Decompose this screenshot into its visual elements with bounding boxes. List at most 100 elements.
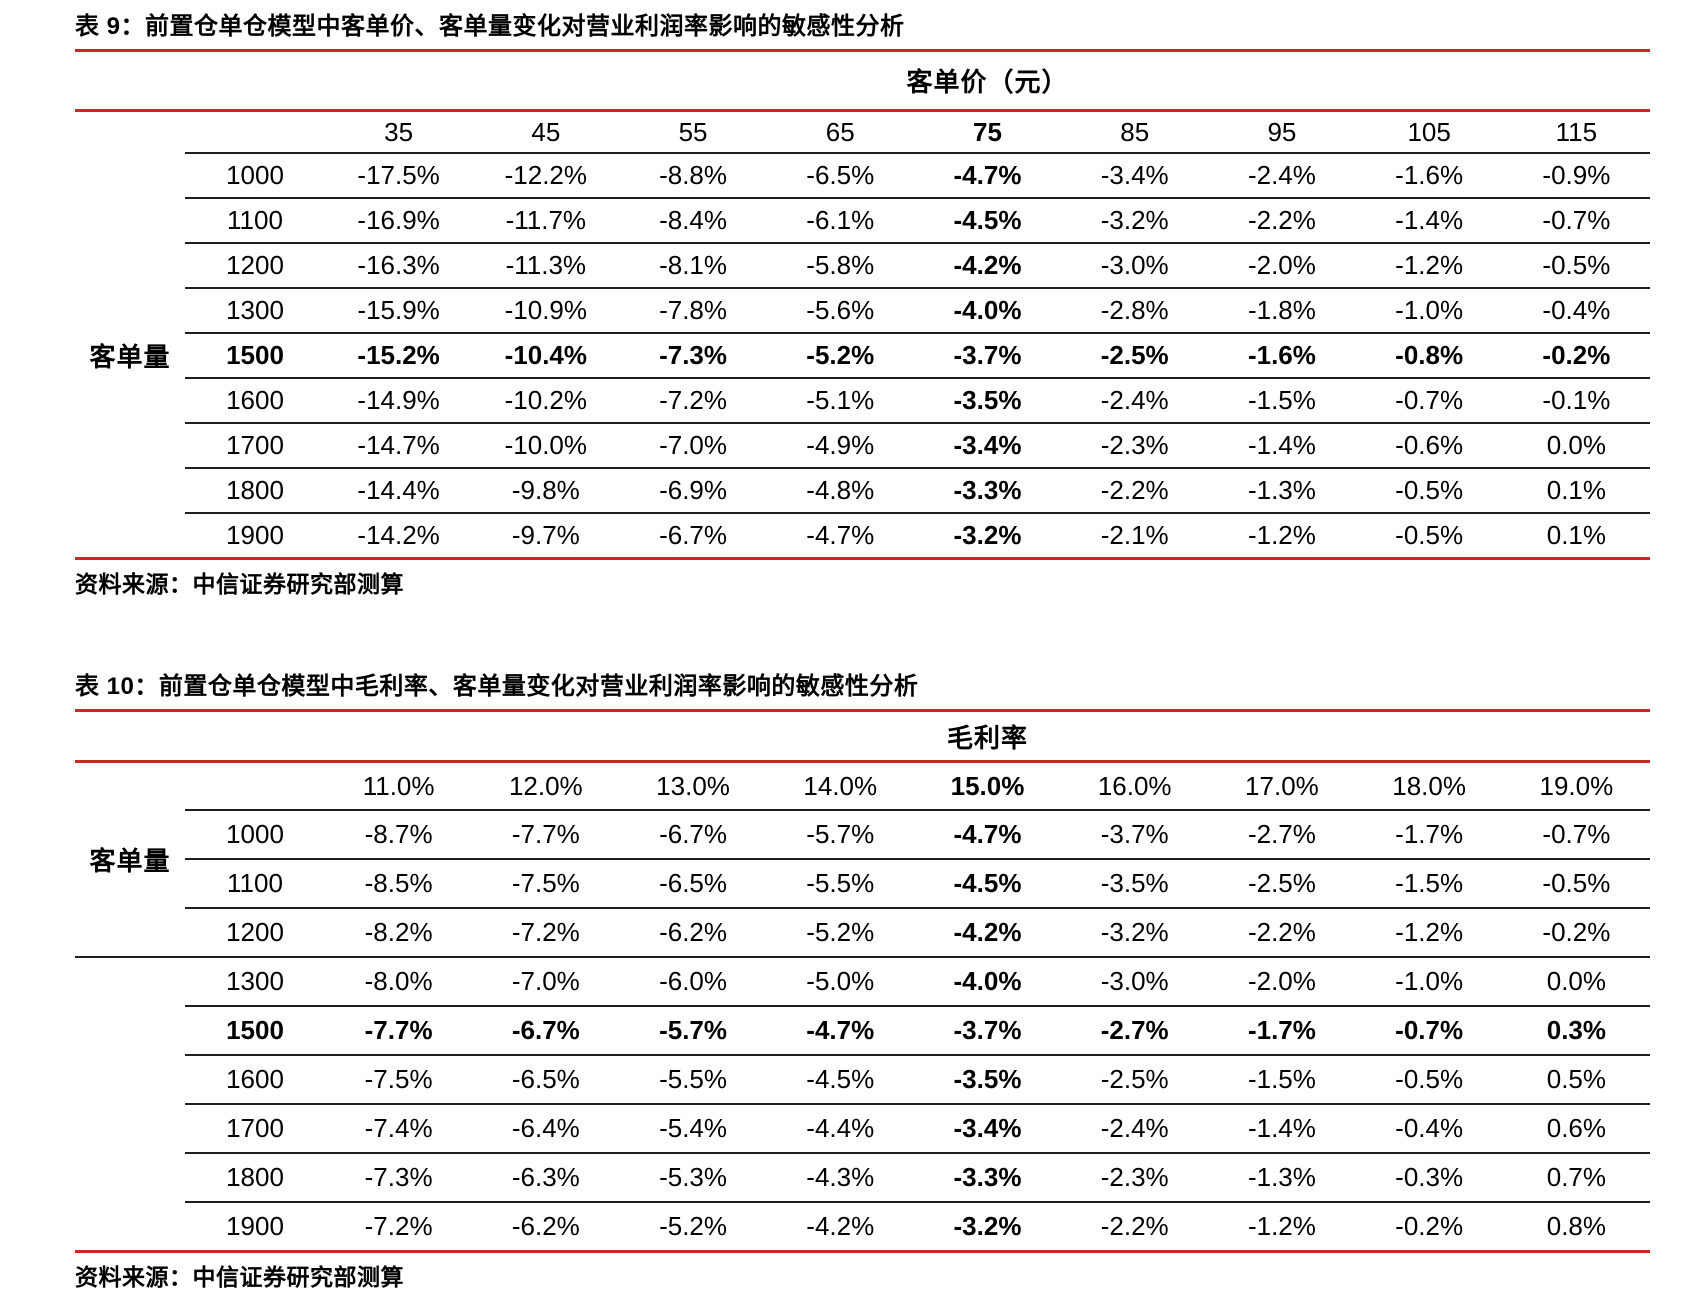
value-cell: -3.2% (913, 513, 1062, 560)
value-cell: -0.4% (1502, 288, 1650, 334)
value-cell: 0.5% (1502, 1055, 1650, 1105)
value-cell: -7.7% (472, 810, 620, 860)
value-cell: -7.2% (472, 908, 620, 958)
value-cell: -1.6% (1355, 153, 1503, 199)
value-cell: -3.7% (913, 1006, 1062, 1056)
column-header: 12.0% (472, 761, 620, 811)
value-cell: -8.2% (325, 908, 473, 958)
value-cell: -4.5% (913, 859, 1062, 909)
column-header: 105 (1355, 110, 1503, 154)
value-cell: -8.1% (619, 243, 767, 289)
value-cell: 0.8% (1502, 1202, 1650, 1253)
value-cell: -6.5% (619, 859, 767, 909)
value-cell: -1.4% (1208, 1104, 1356, 1154)
value-cell: -1.6% (1208, 333, 1356, 379)
row-header: 1200 (185, 243, 325, 289)
value-cell: -7.3% (325, 1153, 473, 1203)
value-cell: -0.6% (1355, 423, 1503, 469)
value-cell: 0.1% (1502, 513, 1650, 560)
row-header: 1300 (185, 957, 325, 1007)
value-cell: -1.7% (1355, 810, 1503, 860)
value-cell: -8.8% (619, 153, 767, 199)
label-spacer (75, 1202, 185, 1253)
row-header: 1800 (185, 468, 325, 514)
value-cell: -0.8% (1355, 333, 1503, 379)
value-cell: -5.2% (619, 1202, 767, 1253)
value-cell: -4.5% (766, 1055, 914, 1105)
value-cell: -5.0% (766, 957, 914, 1007)
value-cell: -8.7% (325, 810, 473, 860)
value-cell: -0.9% (1502, 153, 1650, 199)
value-cell: -1.2% (1208, 513, 1356, 560)
value-cell: -5.2% (766, 908, 914, 958)
row-header: 1300 (185, 288, 325, 334)
value-cell: -1.5% (1208, 378, 1356, 424)
value-cell: -3.4% (913, 423, 1062, 469)
value-cell: -1.4% (1355, 198, 1503, 244)
value-cell: -7.5% (325, 1055, 473, 1105)
value-cell: -8.4% (619, 198, 767, 244)
column-header: 19.0% (1502, 761, 1650, 811)
value-cell: -4.7% (913, 810, 1062, 860)
column-header: 55 (619, 110, 767, 154)
value-cell: -6.7% (619, 513, 767, 560)
corner-spacer (75, 709, 325, 763)
value-cell: -5.8% (766, 243, 914, 289)
row-group-label: 客单量 (75, 153, 185, 560)
value-cell: -5.4% (619, 1104, 767, 1154)
value-cell: -3.0% (1061, 957, 1209, 1007)
value-cell: -8.0% (325, 957, 473, 1007)
value-cell: -5.1% (766, 378, 914, 424)
value-cell: -2.4% (1208, 153, 1356, 199)
value-cell: -7.7% (325, 1006, 473, 1056)
value-cell: -1.2% (1208, 1202, 1356, 1253)
column-header: 45 (472, 110, 620, 154)
row-header: 1600 (185, 378, 325, 424)
value-cell: -4.3% (766, 1153, 914, 1203)
value-cell: -6.1% (766, 198, 914, 244)
value-cell: -2.5% (1061, 1055, 1209, 1105)
value-cell: -5.5% (619, 1055, 767, 1105)
row-header: 1700 (185, 1104, 325, 1154)
value-cell: -2.3% (1061, 423, 1209, 469)
value-cell: -0.2% (1502, 333, 1650, 379)
value-cell: 0.1% (1502, 468, 1650, 514)
value-cell: -6.5% (766, 153, 914, 199)
value-cell: -0.4% (1355, 1104, 1503, 1154)
value-cell: -4.5% (913, 198, 1062, 244)
value-cell: -4.2% (766, 1202, 914, 1253)
value-cell: -11.3% (472, 243, 620, 289)
value-cell: -0.5% (1355, 468, 1503, 514)
value-cell: -7.4% (325, 1104, 473, 1154)
column-header: 13.0% (619, 761, 767, 811)
header-spacer (185, 110, 325, 154)
value-cell: -3.2% (1061, 908, 1209, 958)
value-cell: -2.0% (1208, 243, 1356, 289)
value-cell: -7.2% (619, 378, 767, 424)
value-cell: -2.4% (1061, 378, 1209, 424)
value-cell: -0.5% (1502, 243, 1650, 289)
row-header: 1500 (185, 333, 325, 379)
column-header: 15.0% (913, 761, 1062, 811)
value-cell: -4.2% (913, 243, 1062, 289)
column-header: 35 (325, 110, 473, 154)
value-cell: -4.2% (913, 908, 1062, 958)
value-cell: -7.8% (619, 288, 767, 334)
value-cell: -10.9% (472, 288, 620, 334)
value-cell: -2.2% (1061, 1202, 1209, 1253)
value-cell: -1.8% (1208, 288, 1356, 334)
header-spacer (185, 761, 325, 811)
value-cell: -2.0% (1208, 957, 1356, 1007)
value-cell: -0.3% (1355, 1153, 1503, 1203)
column-header: 75 (913, 110, 1062, 154)
value-cell: -4.0% (913, 957, 1062, 1007)
value-cell: 0.0% (1502, 423, 1650, 469)
value-cell: -16.9% (325, 198, 473, 244)
value-cell: -14.2% (325, 513, 473, 560)
row-header: 1500 (185, 1006, 325, 1056)
value-cell: -1.3% (1208, 468, 1356, 514)
value-cell: -7.2% (325, 1202, 473, 1253)
value-cell: -7.0% (472, 957, 620, 1007)
row-header: 1000 (185, 810, 325, 860)
